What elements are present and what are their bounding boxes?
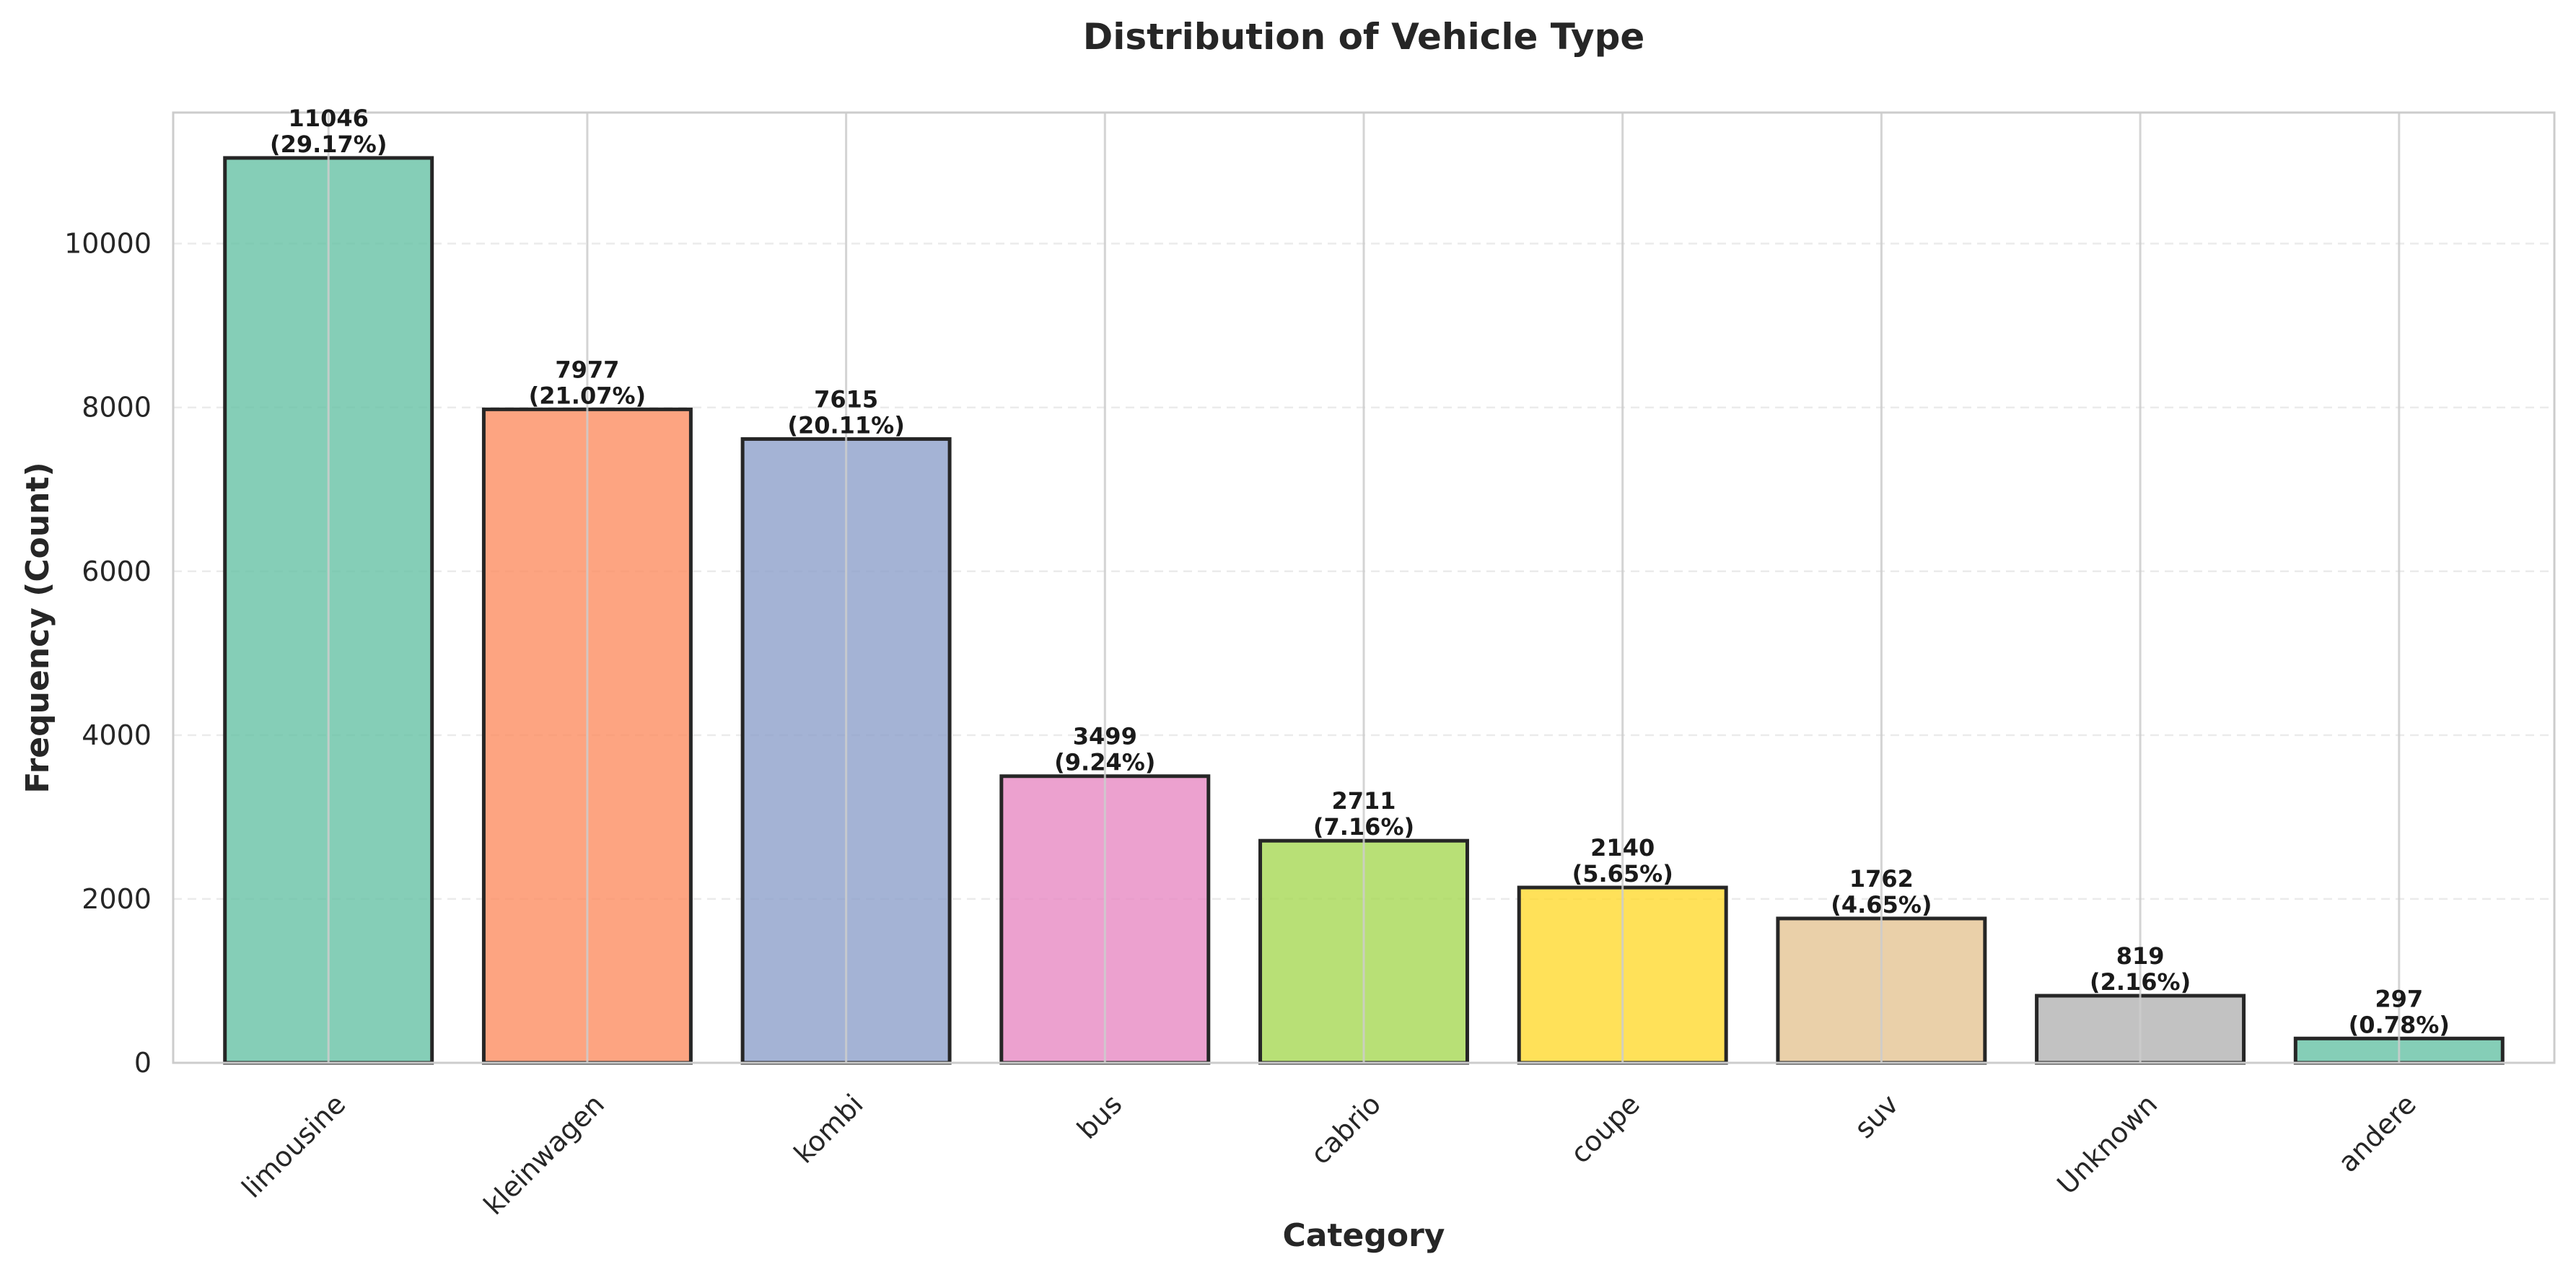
x-gridlines-overlay: [327, 113, 2401, 1063]
data-label-percent: (29.17%): [270, 131, 387, 158]
y-tick-label: 0: [134, 1047, 152, 1079]
data-label-percent: (4.65%): [1831, 891, 1932, 919]
data-label-percent: (7.16%): [1313, 813, 1414, 841]
data-label-count: 3499: [1073, 723, 1137, 750]
plot-frame: [172, 111, 2556, 1064]
data-label-count: 2140: [1590, 834, 1655, 862]
data-label-count: 2711: [1331, 787, 1396, 815]
data-label-count: 11046: [289, 105, 369, 132]
y-axis-title: Frequency (Count): [19, 462, 56, 793]
data-label-count: 7977: [555, 356, 619, 383]
y-tick-label: 4000: [82, 719, 152, 751]
data-label-percent: (2.16%): [2090, 968, 2191, 996]
data-label-count: 7615: [814, 385, 878, 413]
x-axis-title: Category: [1283, 1217, 1445, 1254]
data-label-count: 297: [2375, 985, 2423, 1012]
data-label-percent: (9.24%): [1054, 749, 1155, 776]
y-tick-label: 2000: [82, 883, 152, 915]
chart-title: Distribution of Vehicle Type: [1083, 16, 1645, 58]
y-tick-label: 10000: [64, 228, 152, 260]
data-label-percent: (20.11%): [787, 411, 905, 439]
data-label-percent: (21.07%): [529, 382, 647, 409]
y-tick-label: 6000: [82, 556, 152, 587]
y-tick-label: 8000: [82, 392, 152, 424]
data-label-percent: (0.78%): [2349, 1011, 2450, 1038]
data-label-count: 1762: [1849, 865, 1914, 893]
data-label-percent: (5.65%): [1572, 860, 1673, 887]
y-axis-ticks: 0 2000 4000 6000 8000 10000: [64, 228, 152, 1079]
data-label-count: 819: [2116, 942, 2165, 970]
data-labels: 11046(29.17%) 7977(21.07%) 7615(20.11%) 349…: [270, 105, 2450, 1038]
